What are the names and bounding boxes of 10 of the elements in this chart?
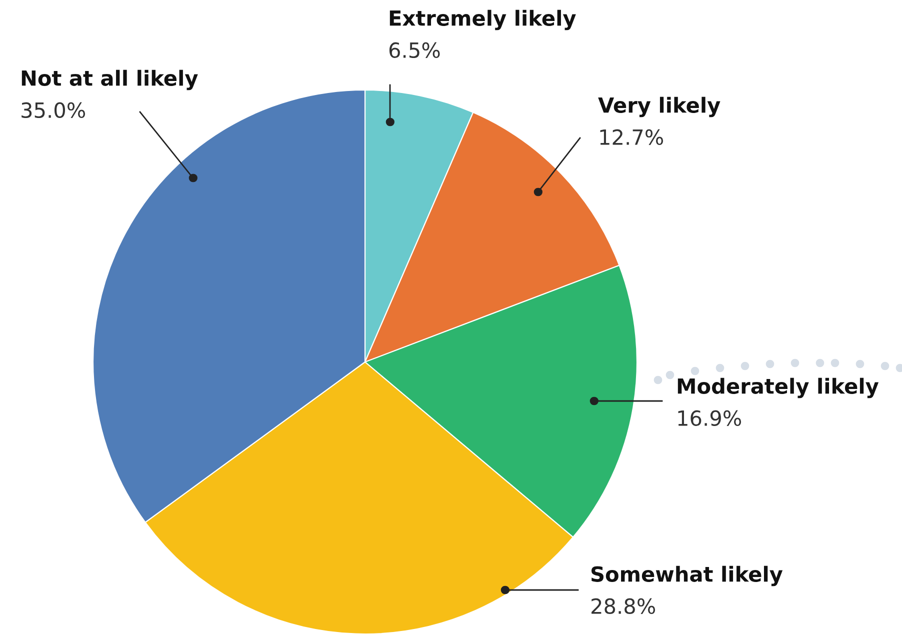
slice-label: Somewhat likely xyxy=(591,566,783,586)
slice-label: Moderately likely xyxy=(678,378,879,398)
data-label: 6.5% xyxy=(389,42,440,58)
data-label: 12.7% xyxy=(600,129,664,146)
data-label: 28.8% xyxy=(592,598,656,614)
slice-label: Not at all likely xyxy=(22,70,198,90)
slice-label: Very likely xyxy=(598,96,720,118)
data-label: 16.9% xyxy=(678,410,742,426)
slice-label: Extremely likely xyxy=(390,10,576,30)
data-label: 35.0% xyxy=(22,102,86,118)
